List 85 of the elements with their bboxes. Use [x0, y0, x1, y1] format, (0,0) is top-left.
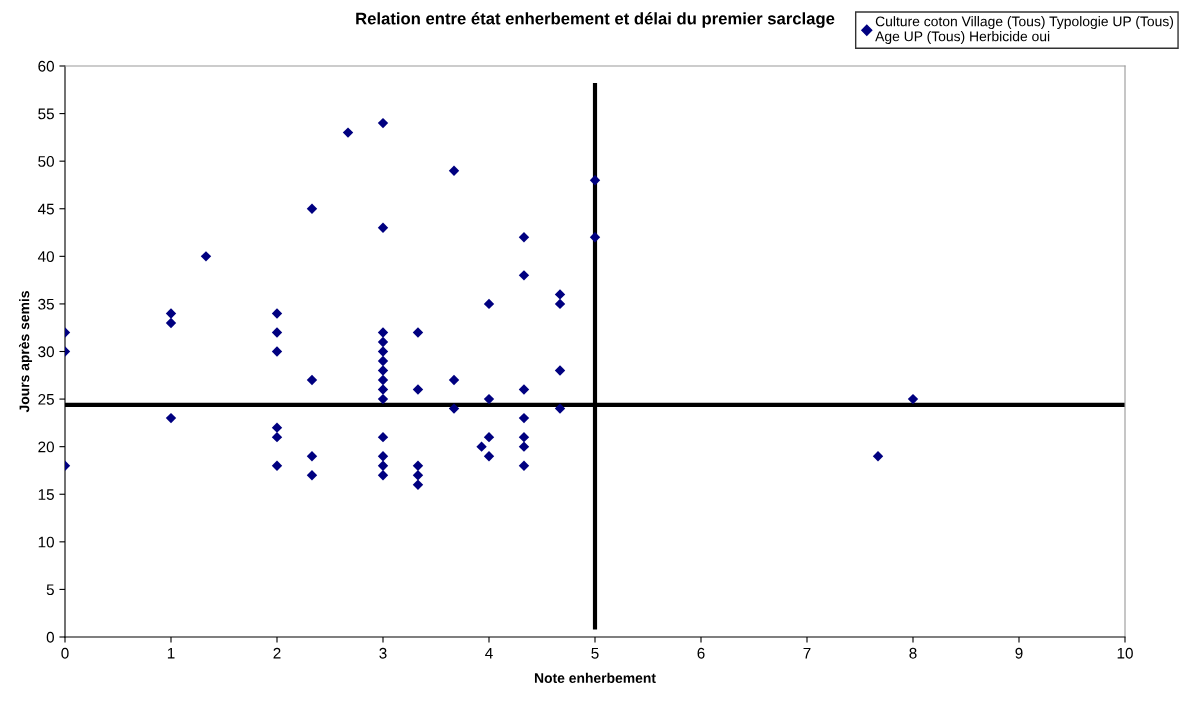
point [306, 470, 318, 481]
point [412, 384, 424, 395]
point [271, 431, 283, 443]
point [377, 450, 389, 462]
point [554, 298, 566, 310]
point [306, 374, 318, 386]
x-tick-label: 2 [273, 647, 281, 659]
y-tick-label: 55 [38, 108, 54, 120]
point [483, 298, 495, 310]
point [483, 431, 495, 443]
x-tick-label: 3 [379, 647, 387, 659]
chart-title: Relation entre état enherbement et délai du premier sarclage [356, 12, 835, 28]
point [377, 327, 389, 338]
point [448, 165, 460, 176]
y-tick-label: 50 [38, 156, 54, 167]
point [377, 431, 389, 443]
point [271, 346, 283, 357]
x-tick-label: 9 [1015, 647, 1023, 659]
point [377, 393, 389, 405]
point [377, 117, 389, 129]
point [872, 450, 884, 462]
point [306, 203, 318, 214]
point [377, 222, 389, 233]
point [483, 393, 495, 405]
point [377, 346, 389, 357]
y-tick-label: 5 [46, 584, 54, 596]
y-tick-label: 0 [46, 631, 54, 643]
point [271, 422, 283, 433]
point [306, 450, 318, 462]
point [271, 327, 283, 338]
point [271, 308, 283, 319]
point [377, 355, 389, 367]
y-tick-label: 15 [38, 489, 54, 500]
point [165, 412, 177, 424]
y-tick-label: 40 [37, 251, 54, 263]
point [518, 460, 530, 471]
point [412, 460, 424, 471]
point [554, 403, 566, 414]
y-tick-label: 35 [38, 298, 54, 310]
point [165, 317, 177, 329]
point [907, 393, 919, 405]
point [377, 470, 389, 481]
point [377, 460, 389, 471]
x-tick-label: 7 [803, 647, 811, 659]
point [589, 175, 601, 186]
point [476, 441, 487, 452]
point [377, 374, 389, 386]
point [412, 327, 424, 338]
x-tick-label: 6 [697, 647, 705, 659]
y-tick-label: 25 [38, 393, 54, 405]
point [412, 479, 424, 490]
point [483, 450, 495, 462]
point [518, 412, 530, 424]
x-tick-label: 0 [61, 647, 69, 659]
y-tick-label: 45 [37, 203, 54, 215]
point [518, 431, 530, 443]
point [377, 384, 389, 395]
y-tick-label: 20 [38, 441, 54, 453]
x-tick-label: 1 [167, 647, 175, 659]
point [342, 127, 354, 138]
legend-label: Culture coton Village (Tous) Typologie UP (Tous) Age UP (Tous) Herbicide oui [875, 16, 1174, 45]
y-tick-label: 10 [38, 536, 54, 548]
x-tick-label: 10 [1117, 647, 1133, 659]
point [165, 308, 177, 319]
point [377, 336, 389, 348]
point [448, 403, 460, 414]
x-axis-title: Note enherbement [534, 672, 656, 683]
x-tick-label: 5 [591, 647, 599, 659]
point [518, 441, 530, 452]
y-tick-label: 30 [38, 346, 54, 358]
point [448, 374, 460, 386]
x-tick-label: 4 [485, 647, 493, 659]
y-tick-label: 60 [38, 60, 54, 72]
point [589, 232, 601, 243]
y-axis-title: Jours après semis [18, 291, 33, 413]
point [412, 470, 424, 481]
point [271, 460, 283, 471]
point [554, 365, 566, 376]
x-tick-label: 8 [909, 647, 917, 659]
point [200, 251, 212, 262]
point [554, 289, 566, 300]
point [377, 365, 389, 376]
point [518, 270, 530, 281]
point [518, 232, 530, 243]
point [518, 384, 530, 395]
